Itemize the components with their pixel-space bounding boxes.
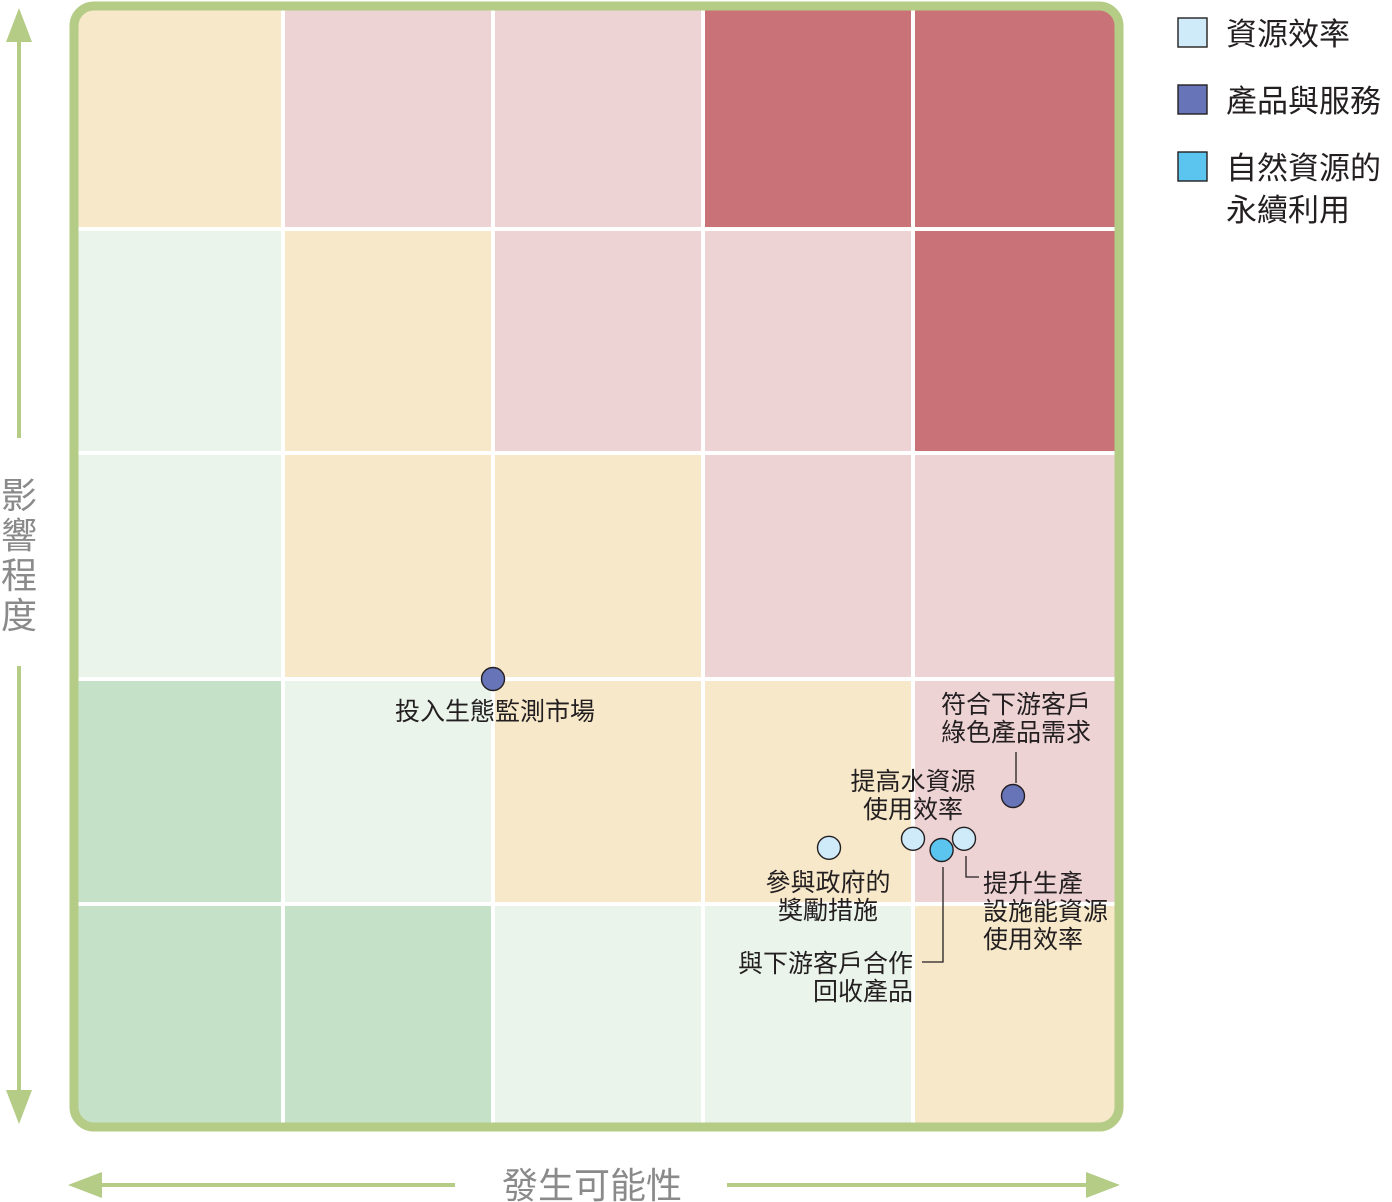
- risk-cell-very-low: [283, 904, 493, 1123]
- risk-cell-medium: [913, 904, 1117, 1123]
- risk-cell-very-high: [703, 10, 913, 229]
- x-axis-arrow-right-head: [1086, 1172, 1120, 1198]
- x-axis-label: 發生可能性: [502, 1166, 682, 1202]
- point-label: 提高水資源使用效率: [850, 767, 975, 824]
- risk-cell-high: [703, 229, 913, 453]
- y-axis: 影響程度: [1, 8, 37, 1124]
- data-point: [480, 666, 506, 692]
- x-axis-arrow-left-head: [68, 1172, 102, 1198]
- x-axis: 發生可能性: [68, 1166, 1120, 1202]
- risk-cell-medium: [703, 679, 913, 904]
- data-point: [1000, 783, 1026, 809]
- risk-cell-low: [78, 453, 283, 679]
- legend-entry-label: 資源效率: [1226, 17, 1350, 53]
- risk-cell-very-high: [913, 10, 1117, 229]
- legend-entry-label: 自然資源的永續利用: [1226, 151, 1381, 229]
- risk-cell-high: [703, 453, 913, 679]
- risk-cell-high: [913, 453, 1117, 679]
- risk-cell-low: [283, 679, 493, 904]
- data-point: [951, 826, 977, 851]
- grid-lines: [78, 10, 1117, 1123]
- legend-swatch: [1177, 17, 1208, 48]
- risk-cell-very-low: [78, 679, 283, 904]
- legend-swatch: [1177, 151, 1208, 182]
- risk-cell-medium: [78, 10, 283, 229]
- risk-cell-high: [283, 10, 493, 229]
- point-label: 投入生態監測市場: [395, 697, 595, 726]
- data-point: [816, 835, 842, 860]
- point-label: 與下游客戶合作回收產品: [738, 949, 913, 1006]
- data-points: [480, 666, 1026, 863]
- point-label: 提升生產設施能資源使用效率: [983, 869, 1108, 954]
- risk-cell-high: [493, 10, 703, 229]
- y-axis-arrow-up-head: [6, 8, 32, 42]
- risk-cell-low: [703, 904, 913, 1123]
- legend-entry-label: 產品與服務: [1226, 84, 1381, 120]
- point-label: 參與政府的獎勵措施: [765, 868, 890, 925]
- y-axis-label: 影響程度: [1, 476, 37, 637]
- data-point: [929, 837, 954, 863]
- point-label: 符合下游客戶綠色產品需求: [941, 690, 1091, 747]
- label-leader-lines: [922, 752, 1017, 963]
- legend-swatch: [1177, 84, 1208, 115]
- risk-cell-low: [493, 904, 703, 1123]
- risk-cell-very-high: [913, 229, 1117, 453]
- risk-cell-medium: [283, 453, 493, 679]
- risk-cell-medium: [493, 453, 703, 679]
- risk-grid-cells: [78, 10, 1117, 1123]
- risk-cell-very-low: [78, 904, 283, 1123]
- risk-cell-high: [493, 229, 703, 453]
- risk-cell-medium: [493, 679, 703, 904]
- data-point: [900, 826, 926, 851]
- leader-line: [965, 856, 979, 878]
- matrix-frame: [69, 1, 1124, 1132]
- risk-cell-low: [78, 229, 283, 453]
- leader-line: [922, 867, 944, 963]
- y-axis-arrow-down-head: [6, 1090, 32, 1124]
- risk-cell-medium: [283, 229, 493, 453]
